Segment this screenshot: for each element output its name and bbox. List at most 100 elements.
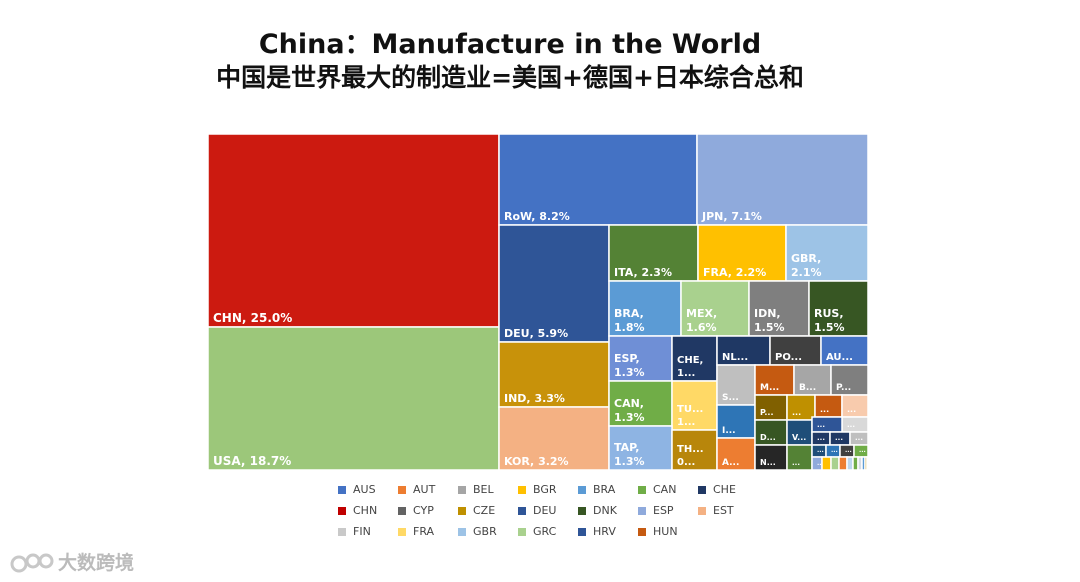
legend-item-fra: FRA <box>398 524 458 539</box>
treemap-cell-label: BRA, 1.8% <box>614 307 645 334</box>
legend-label: HUN <box>653 525 678 538</box>
legend-swatch <box>398 506 406 515</box>
treemap-cell-rect <box>716 364 756 406</box>
treemap-cell-rect <box>697 224 787 282</box>
treemap-cell-label: P... <box>836 383 851 393</box>
treemap-cell-mex: MEX, 1.6% <box>680 280 750 337</box>
treemap-cell-label: PO... <box>775 352 802 363</box>
legend-swatch <box>698 506 706 515</box>
legend-item-hrv: HRV <box>578 524 638 539</box>
treemap-cell-rect <box>696 133 869 226</box>
treemap-cell-label: ... <box>820 405 829 414</box>
treemap-cell-rect <box>785 224 869 282</box>
treemap-cell-label: I... <box>722 426 736 436</box>
treemap-cell-rect <box>841 416 869 433</box>
legend-label: HRV <box>593 525 616 538</box>
treemap-cell-rect <box>498 406 610 471</box>
treemap-cell-rect <box>608 335 673 382</box>
legend-label: EST <box>713 504 734 517</box>
treemap-cell-label: ... <box>817 447 824 454</box>
legend-swatch <box>638 506 646 515</box>
treemap-cell-label: ... <box>792 408 801 417</box>
legend-item-bra: BRA <box>578 482 638 497</box>
treemap-cell-tur: TU... 1... <box>671 380 718 431</box>
treemap-cell-swe: S... <box>716 364 756 406</box>
treemap-cell-label: B... <box>799 383 816 393</box>
treemap-cell-bra: BRA, 1.8% <box>608 280 682 337</box>
treemap-cell-label: ... <box>817 460 824 467</box>
treemap-cell-label: P... <box>760 408 774 417</box>
treemap-cell-idn: IDN, 1.5% <box>748 280 810 337</box>
treemap-cell-chn: CHN, 25.0% <box>207 133 500 328</box>
treemap-cell-rect <box>786 394 816 421</box>
treemap-cell-rect <box>866 456 869 471</box>
treemap-cell-nld: NL... <box>716 335 771 366</box>
legend-swatch <box>338 527 346 536</box>
legend-label: FIN <box>353 525 371 538</box>
treemap-cell-usa: USA, 18.7% <box>207 326 500 471</box>
treemap-cell-cyp: ... <box>839 444 855 458</box>
legend-swatch <box>398 527 406 536</box>
treemap-cell-che: CHE, 1... <box>671 335 718 382</box>
legend-item-cyp: CYP <box>398 503 458 518</box>
legend-label: CHN <box>353 504 378 517</box>
treemap-cell-nor: N... <box>754 444 788 471</box>
treemap-cell-c49 <box>830 456 840 471</box>
treemap-cell-rect <box>608 224 699 282</box>
chart-subtitle: 中国是世界最大的制造业=美国+德国+日本综合总和 <box>216 63 804 92</box>
treemap-cell-rect <box>838 456 848 471</box>
treemap-cell-bel: B... <box>793 364 832 396</box>
legend-item-fin: FIN <box>338 524 398 539</box>
legend-item-gbr: GBR <box>458 524 518 539</box>
legend-label: CZE <box>473 504 496 517</box>
watermark-logo-icon <box>10 553 54 572</box>
treemap-cell-label: IDN, 1.5% <box>754 307 785 334</box>
treemap-cell-lux: ... <box>811 416 843 433</box>
treemap-cell-ltu: ... <box>853 444 869 458</box>
treemap-cell-label: CHE, 1... <box>677 355 703 379</box>
treemap-cell-hrv: ... <box>825 444 841 458</box>
treemap-cell-label: A... <box>722 458 739 468</box>
legend-label: BEL <box>473 483 494 496</box>
legend-item-chn: CHN <box>338 503 398 518</box>
legend-item-aus: AUS <box>338 482 398 497</box>
legend-label: DEU <box>533 504 557 517</box>
treemap-cell-rou: ... <box>811 431 831 446</box>
treemap-cell-rect <box>671 380 718 431</box>
treemap-cell-svn: ... <box>811 444 827 458</box>
treemap-cell-can: CAN, 1.3% <box>608 380 673 427</box>
legend-swatch <box>398 485 406 494</box>
legend-item-bgr: BGR <box>518 482 578 497</box>
treemap-cell-rect <box>608 380 673 427</box>
legend-swatch <box>458 485 466 494</box>
legend-swatch <box>338 506 346 515</box>
legend-swatch <box>578 527 586 536</box>
treemap-cell-prt: P... <box>754 394 788 421</box>
treemap-cell-label: DEU, 5.9% <box>504 327 568 340</box>
treemap-cell-irl: I... <box>716 404 756 439</box>
treemap-cell-label: TH... 0... <box>677 444 704 468</box>
treemap-cell-label: TAP, 1.3% <box>614 441 645 468</box>
treemap-cell-deu: DEU, 5.9% <box>498 224 610 343</box>
treemap-cell-label: ... <box>831 447 838 454</box>
treemap-cell-label: ... <box>835 434 843 442</box>
watermark: 大数跨境 <box>10 548 134 575</box>
treemap-cell-vnm: V... <box>786 419 813 446</box>
legend-label: CAN <box>653 483 677 496</box>
legend-label: DNK <box>593 504 617 517</box>
treemap-cell-dnk: D... <box>754 419 788 446</box>
treemap-cell-label: ... <box>847 405 856 414</box>
treemap-cell-label: TU... 1... <box>677 404 703 428</box>
treemap-cell-fin: ... <box>841 416 869 433</box>
treemap-cell-rect <box>207 133 500 328</box>
treemap-cell-label: ... <box>792 459 800 467</box>
legend-item-aut: AUT <box>398 482 458 497</box>
treemap-cell-fra: FRA, 2.2% <box>697 224 787 282</box>
legend-item-hun: HUN <box>638 524 698 539</box>
legend-swatch <box>458 527 466 536</box>
legend-label: CHE <box>713 483 736 496</box>
chart-title: China：Manufacture in the World <box>258 29 762 60</box>
treemap-cell-row: RoW, 8.2% <box>498 133 698 226</box>
treemap-cell-rect <box>820 335 869 366</box>
legend-swatch <box>578 506 586 515</box>
